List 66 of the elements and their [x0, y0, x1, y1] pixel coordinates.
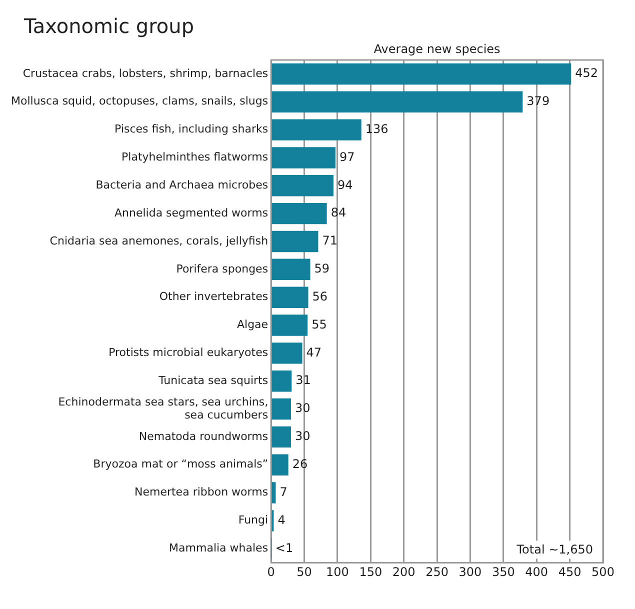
y-tick-label: Cnidaria sea anemones, corals, jellyfish [50, 234, 268, 248]
bar [272, 119, 362, 140]
bar [272, 342, 302, 364]
data-label: 379 [526, 94, 550, 108]
data-label: 30 [294, 429, 310, 444]
data-label: 4 [278, 512, 286, 527]
x-tick-label: 150 [359, 564, 382, 579]
bar [272, 398, 291, 420]
bar [272, 482, 276, 504]
data-label: 452 [575, 66, 598, 80]
data-label: 71 [322, 234, 338, 248]
y-tick-label: Algae [236, 318, 268, 332]
data-label: <1 [275, 540, 294, 555]
data-label: 94 [337, 178, 353, 192]
y-tick-label: Pisces fish, including sharks [114, 122, 268, 136]
data-label: 26 [292, 456, 308, 471]
data-label: 136 [365, 122, 388, 136]
data-label: 7 [280, 484, 288, 499]
x-tick-label: 250 [426, 564, 448, 579]
x-tick-label: 350 [492, 564, 515, 579]
y-tick-label: Tunicata sea squirts [158, 374, 268, 387]
x-tick-label: 300 [458, 564, 482, 579]
y-tick-label: Echinodermata sea stars, sea urchins, sea cucumbers [58, 395, 268, 422]
data-label: 30 [294, 401, 310, 416]
y-tick-label: Mammalia whales [169, 542, 268, 554]
text: Taxonomic group [24, 14, 196, 38]
x-tick-label: 500 [592, 564, 614, 579]
y-tick-label: Fungi [238, 514, 268, 527]
y-tick-label: Crustacea crabs, lobsters, shrimp, barnacles [22, 66, 268, 80]
bar [272, 91, 523, 112]
y-tick-label: Mollusca squid, octopuses, clams, snails, slugs [10, 94, 268, 108]
y-tick-label: Porifera sponges [176, 262, 268, 276]
x-tick-label: 50 [296, 564, 312, 579]
data-label: 47 [306, 345, 322, 360]
x-tick-label: 400 [525, 564, 548, 579]
data-label: 55 [312, 317, 327, 332]
bar [272, 286, 308, 308]
bar [272, 147, 336, 168]
x-tick-label: 100 [326, 564, 349, 579]
data-label: 97 [339, 150, 355, 164]
data-label: 56 [312, 289, 328, 304]
bar [272, 370, 292, 392]
bar [272, 258, 310, 280]
data-label: 31 [296, 373, 311, 388]
y-tick-label: Protists microbial eukaryotes [108, 346, 268, 360]
bar [272, 63, 572, 85]
y-tick-label: Platyhelminthes flatworms [122, 150, 268, 164]
y-tick-label: Annelida segmented worms [114, 206, 268, 220]
y-tick-label: Nemertea ribbon worms [134, 486, 268, 499]
bar [272, 314, 308, 336]
y-tick-label: Bacteria and Archaea microbes [96, 178, 268, 192]
bar [272, 175, 334, 196]
annotation: Total ~1,650 [516, 542, 593, 557]
x-tick-label: 450 [558, 564, 582, 579]
x-axis-title: Average new species [374, 42, 500, 56]
y-tick-label: Nematoda roundworms [138, 430, 268, 443]
bar [272, 202, 327, 224]
x-tick-label: 200 [392, 564, 416, 579]
bar [272, 454, 288, 476]
x-tick-label: 0 [267, 564, 275, 579]
bar [272, 230, 318, 252]
data-label: 84 [330, 206, 346, 220]
bar [272, 426, 291, 448]
y-tick-label: Bryozoa mat or “moss animals” [93, 458, 268, 471]
data-label: 59 [314, 262, 330, 276]
y-tick-label: Other invertebrates [159, 290, 268, 304]
